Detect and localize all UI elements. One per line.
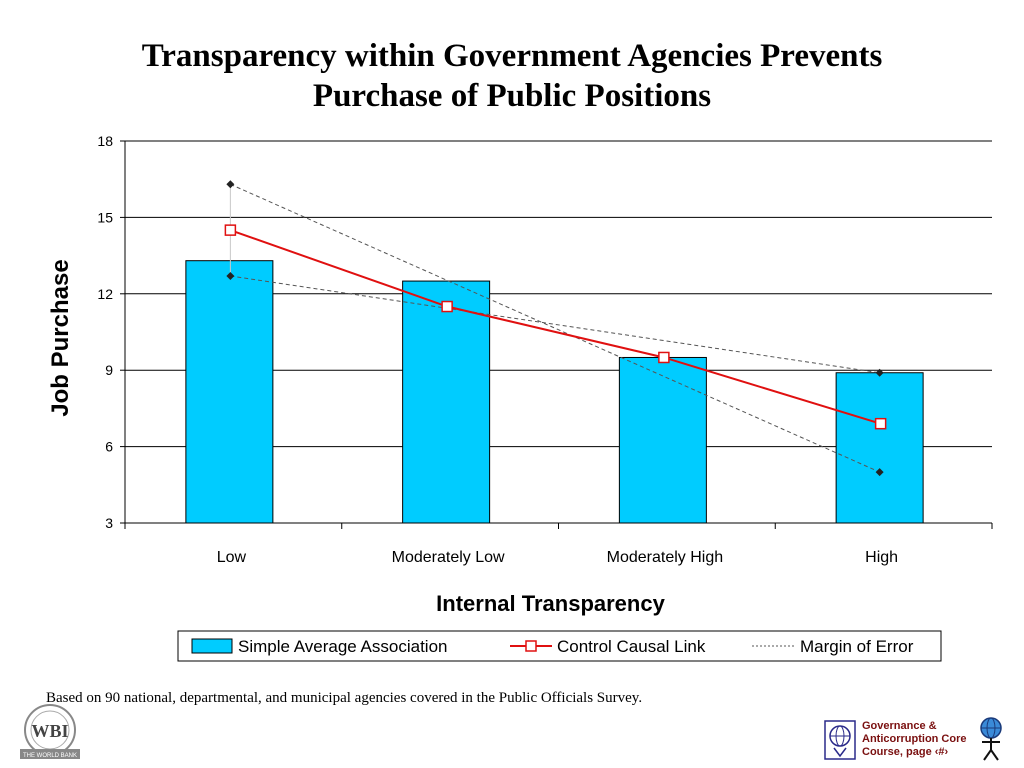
legend-label: Simple Average Association [238, 637, 447, 656]
margin-marker [875, 368, 884, 377]
title-line-1: Transparency within Government Agencies … [141, 38, 883, 74]
bar [185, 260, 274, 524]
y-tick-label: 15 [97, 209, 113, 225]
y-tick-label: 12 [97, 286, 113, 302]
margin-upper-line [230, 183, 880, 473]
margin-marker [226, 180, 235, 189]
slide-title: Transparency within Government Agencies … [0, 36, 1024, 116]
margin-marker [875, 468, 884, 477]
logo-text: WBI [31, 721, 68, 741]
legend-marker-swatch [525, 640, 537, 652]
legend-box [177, 630, 942, 662]
control-marker [874, 417, 887, 430]
y-tick-label: 3 [105, 515, 113, 531]
legend-label: Control Causal Link [557, 637, 706, 656]
y-tick-label: 6 [105, 439, 113, 455]
control-marker [658, 351, 670, 364]
person-globe-icon [980, 717, 1002, 761]
control-marker [441, 300, 453, 313]
bar [618, 356, 707, 524]
x-category-label: Moderately High [607, 549, 724, 566]
legend-bar-swatch [191, 638, 233, 654]
x-category-label: Moderately Low [392, 549, 505, 566]
control-line [230, 229, 881, 425]
y-tick-label: 18 [97, 133, 113, 149]
y-axis-title: Job Purchase [47, 259, 74, 416]
margin-lower-line [230, 275, 880, 374]
bar-chart: 3 6 9 12 15 18 Low Moderately Low Moderately Hig… [47, 133, 993, 662]
course-line-3: Course, page ‹#› [862, 746, 949, 758]
legend: Simple Average Association Control Causal… [177, 630, 942, 662]
control-marker [224, 224, 237, 236]
course-line-2: Anticorruption Core [862, 733, 967, 745]
wbi-logo: WBI THE WORLD BANK [20, 704, 80, 759]
y-tick-label: 9 [105, 362, 113, 378]
bar [402, 280, 491, 524]
margin-marker [226, 271, 235, 280]
course-line-1: Governance & [862, 720, 937, 732]
legend-label: Margin of Error [800, 637, 914, 656]
globe-hand-icon [824, 720, 856, 760]
x-category-label: Low [217, 549, 247, 566]
bar [835, 372, 924, 524]
logo-subtext: THE WORLD BANK [23, 753, 77, 759]
x-category-label: High [865, 549, 898, 566]
x-axis-title: Internal Transparency [436, 591, 665, 616]
course-caption: Governance & Anticorruption Core Course,… [862, 720, 982, 759]
footnote: Based on 90 national, departmental, and … [46, 690, 643, 706]
title-line-2: Purchase of Public Positions [312, 78, 712, 114]
